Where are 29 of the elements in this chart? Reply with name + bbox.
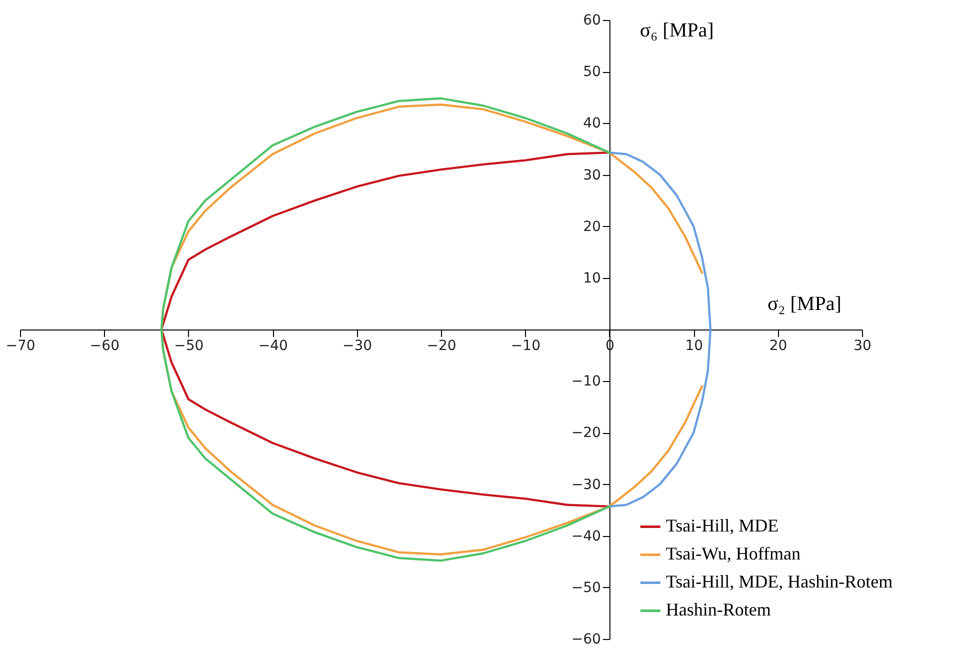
x-tick-label: −60 xyxy=(90,338,120,354)
x-tick-label: −20 xyxy=(426,338,456,354)
x-tick-label: 20 xyxy=(769,338,788,354)
y-tick-label: −20 xyxy=(571,425,601,442)
legend-label: Hashin-Rotem xyxy=(666,600,771,620)
y-tick-label: 20 xyxy=(583,218,601,235)
y-tick-label: 10 xyxy=(583,270,601,286)
y-tick-label: −50 xyxy=(571,580,601,596)
legend-label: Tsai-Hill, MDE xyxy=(666,516,779,536)
x-tick-label: −30 xyxy=(342,338,372,354)
x-tick-label: −10 xyxy=(510,338,540,354)
x-tick-label: 30 xyxy=(854,338,872,354)
x-axis-title: σ₂ [MPa] xyxy=(768,293,842,315)
y-tick-label: 50 xyxy=(583,64,601,80)
y-tick-label: 60 xyxy=(583,12,601,28)
y-tick-label: −40 xyxy=(571,528,601,544)
y-tick-label: 40 xyxy=(583,116,601,132)
x-tick-label: −40 xyxy=(258,338,288,354)
x-tick-label: −50 xyxy=(174,338,204,354)
legend-label: Tsai-Hill, MDE, Hashin-Rotem xyxy=(666,572,893,592)
y-tick-label: −10 xyxy=(571,374,601,390)
y-tick-label: −60 xyxy=(571,632,601,648)
y-tick-label: −30 xyxy=(571,476,601,493)
y-tick-label: 30 xyxy=(583,167,601,184)
line-series xyxy=(608,151,712,508)
x-tick-label: 10 xyxy=(685,338,704,354)
legend-label: Tsai-Wu, Hoffman xyxy=(666,544,801,564)
x-tick-label: −70 xyxy=(6,338,36,354)
y-axis-title: σ₆ [MPa] xyxy=(640,20,714,42)
